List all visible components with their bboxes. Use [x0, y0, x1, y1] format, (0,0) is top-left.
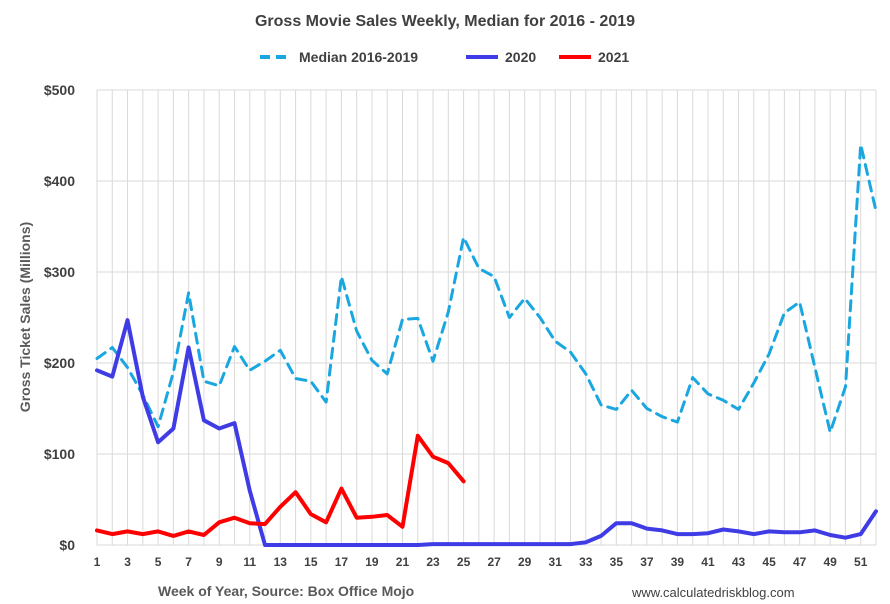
x-tick-label: 9: [216, 555, 223, 569]
y-tick-label: $300: [44, 264, 75, 280]
series-line-median-2016-2019: [95, 143, 878, 434]
x-tick-label: 5: [155, 555, 162, 569]
source-credit: www.calculatedriskblog.com: [631, 585, 795, 600]
y-tick-label: $200: [44, 355, 75, 371]
y-tick-label: $100: [44, 446, 75, 462]
x-tick-label: 7: [185, 555, 192, 569]
y-tick-label: $0: [59, 537, 75, 553]
x-tick-label: 29: [518, 555, 532, 569]
x-tick-label: 35: [610, 555, 624, 569]
x-tick-label: 43: [732, 555, 746, 569]
x-tick-label: 13: [274, 555, 288, 569]
y-axis-ticks: $0 $100 $200 $300 $400 $500: [44, 82, 75, 553]
y-axis-label: Gross Ticket Sales (Millions): [17, 222, 33, 412]
legend-label-median: Median 2016-2019: [299, 49, 418, 65]
x-tick-label: 1: [94, 555, 101, 569]
x-tick-label: 25: [457, 555, 471, 569]
x-tick-label: 27: [487, 555, 501, 569]
x-tick-label: 11: [243, 555, 256, 569]
x-tick-label: 19: [365, 555, 379, 569]
series-group: [95, 143, 878, 547]
y-tick-label: $500: [44, 82, 75, 98]
x-tick-label: 15: [304, 555, 318, 569]
x-tick-label: 41: [701, 555, 715, 569]
x-tick-label: 45: [762, 555, 776, 569]
x-tick-label: 3: [124, 555, 131, 569]
x-tick-label: 17: [335, 555, 349, 569]
chart-title: Gross Movie Sales Weekly, Median for 201…: [255, 13, 635, 30]
legend-label-2021: 2021: [598, 49, 629, 65]
x-tick-label: 21: [396, 555, 410, 569]
x-tick-label: 37: [640, 555, 654, 569]
x-tick-label: 31: [549, 555, 563, 569]
x-tick-label: 33: [579, 555, 593, 569]
series-line-2020: [95, 318, 878, 547]
x-tick-label: 47: [793, 555, 807, 569]
x-tick-label: 39: [671, 555, 685, 569]
x-tick-label: 51: [854, 555, 868, 569]
series-line-2021: [95, 433, 466, 538]
x-tick-label: 49: [823, 555, 837, 569]
x-axis-ticks: 1 3 5 7 9 11 13 15 17 19 21 23 25 27 29 31 33 35 37 39 41 43 4…: [94, 555, 868, 569]
y-tick-label: $400: [44, 173, 75, 189]
legend: Median 2016-2019 2020 2021: [260, 49, 629, 65]
legend-label-2020: 2020: [505, 49, 536, 65]
x-axis-label: Week of Year, Source: Box Office Mojo: [158, 583, 414, 599]
x-tick-label: 23: [426, 555, 440, 569]
